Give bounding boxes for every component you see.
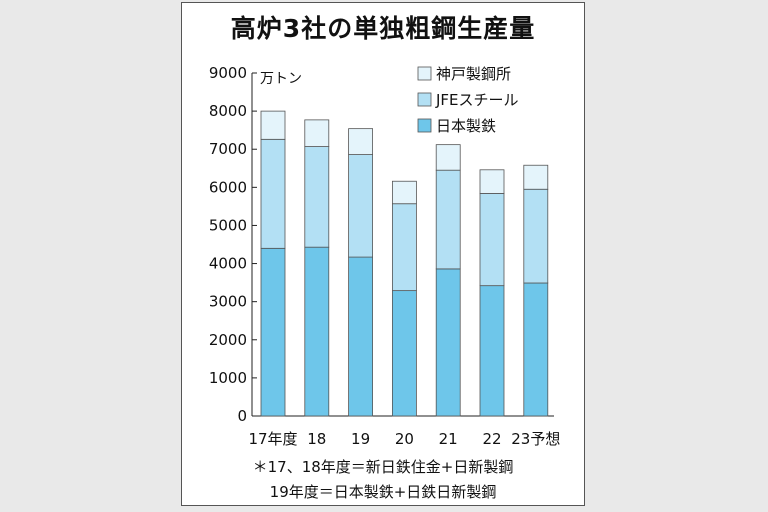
- bar-segment: [260, 110, 286, 140]
- x-tick-label: 20: [395, 430, 414, 448]
- bar-segment: [304, 246, 330, 417]
- y-tick-label: 0: [237, 407, 247, 425]
- bar-segment: [391, 180, 417, 205]
- legend-swatch: [417, 118, 432, 133]
- bar-segment: [523, 188, 549, 284]
- legend-label: JFEスチール: [435, 91, 519, 109]
- bar-segment: [523, 282, 549, 417]
- y-tick-label: 1000: [209, 369, 247, 387]
- footnote-1: ＊17、18年度＝新日鉄住金+日新製鋼: [252, 458, 514, 476]
- bar-segment: [260, 247, 286, 417]
- y-tick-label: 9000: [209, 64, 247, 82]
- bar-segment: [391, 203, 417, 292]
- chart-title: 高炉3社の単独粗鋼生産量: [230, 14, 536, 43]
- x-tick-label: 22: [482, 430, 501, 448]
- y-tick-label: 5000: [209, 216, 247, 234]
- bar-segment: [304, 119, 330, 147]
- x-tick-label: 23予想: [511, 430, 560, 448]
- bar-segment: [523, 164, 549, 190]
- y-tick-label: 2000: [209, 331, 247, 349]
- y-tick-label: 3000: [209, 293, 247, 311]
- y-tick-label: 7000: [209, 140, 247, 158]
- unit-label: 万トン: [260, 71, 302, 87]
- x-tick-label: 18: [307, 430, 326, 448]
- bar-segment: [479, 169, 505, 194]
- chart-card: 高炉3社の単独粗鋼生産量 0 1000 2000 3000 4000 5000 6000 70…: [181, 2, 585, 506]
- legend-swatch: [417, 66, 432, 81]
- y-tick-label: 6000: [209, 178, 247, 196]
- bar-segment: [348, 154, 374, 258]
- legend-label: 神戸製鋼所: [436, 65, 511, 83]
- bar-segment: [304, 146, 330, 248]
- bar-segment: [479, 285, 505, 417]
- footnote-2: 19年度＝日本製鉄+日鉄日新製鋼: [269, 483, 497, 501]
- legend-label: 日本製鉄: [436, 117, 496, 135]
- bar-segment: [435, 144, 461, 171]
- bar-segment: [348, 128, 374, 155]
- bar-segment: [435, 268, 461, 417]
- y-tick-label: 8000: [209, 102, 247, 120]
- bar-segment: [435, 169, 461, 270]
- bar-segment: [391, 290, 417, 417]
- bar-segment: [260, 138, 286, 249]
- bar-segment: [348, 256, 374, 417]
- legend-swatch: [417, 92, 432, 107]
- y-tick-label: 4000: [209, 255, 247, 273]
- x-tick-label: 17年度: [248, 430, 297, 448]
- stacked-bar-chart: 0 1000 2000 3000 4000 5000 6000 7000 8000 9000 万トン…: [209, 64, 561, 448]
- bar-segment: [479, 193, 505, 287]
- x-tick-label: 21: [439, 430, 458, 448]
- x-tick-label: 19: [351, 430, 370, 448]
